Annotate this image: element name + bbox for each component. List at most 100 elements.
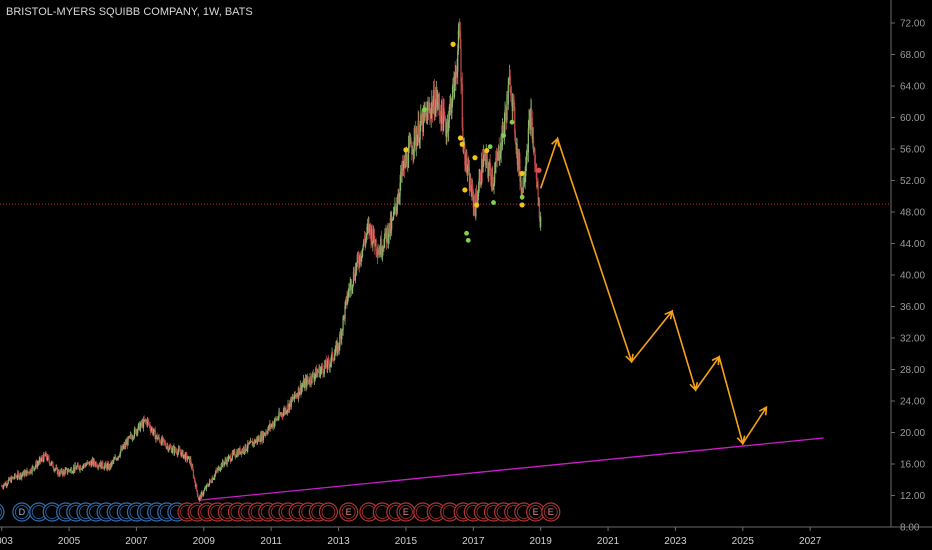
earnings-marker[interactable] bbox=[318, 502, 339, 522]
dividend-marker[interactable]: D bbox=[0, 503, 5, 521]
candle-body bbox=[450, 100, 452, 104]
candle-body bbox=[263, 433, 265, 436]
candle-body bbox=[385, 228, 387, 233]
candle-body bbox=[87, 461, 90, 463]
candle-body bbox=[291, 397, 293, 400]
candle-body bbox=[204, 487, 206, 490]
signal-dot-green bbox=[464, 230, 469, 236]
candle-body bbox=[45, 453, 47, 457]
candle-body bbox=[16, 477, 18, 479]
candle-body bbox=[470, 178, 472, 192]
candle-body bbox=[353, 272, 355, 279]
candle-body bbox=[269, 424, 272, 428]
candle-body bbox=[476, 198, 478, 203]
candle-body bbox=[495, 157, 497, 167]
candle-body bbox=[484, 154, 487, 165]
candle-body bbox=[256, 439, 258, 443]
candle-body bbox=[188, 456, 190, 458]
candle-body bbox=[407, 146, 410, 168]
earnings-marker[interactable]: E bbox=[339, 502, 359, 522]
candle-body bbox=[284, 408, 287, 413]
candle-body bbox=[33, 468, 35, 470]
candle-body bbox=[370, 228, 373, 242]
candle-body bbox=[240, 451, 242, 454]
candle-body bbox=[55, 467, 57, 470]
candle-body bbox=[404, 156, 406, 168]
candle-body bbox=[255, 441, 257, 444]
candle-body bbox=[412, 151, 414, 154]
candle-body bbox=[85, 464, 87, 467]
candle-body bbox=[356, 262, 358, 271]
earnings-marker[interactable]: E bbox=[541, 502, 561, 522]
signal-dot-yellow bbox=[459, 141, 465, 147]
candle-body bbox=[501, 135, 503, 146]
earnings-marker[interactable] bbox=[440, 502, 460, 522]
candle-body bbox=[329, 364, 331, 368]
candle-body bbox=[127, 437, 129, 446]
candle-body bbox=[131, 437, 134, 440]
y-tick-label: 36.00 bbox=[900, 302, 925, 313]
candle-body bbox=[466, 171, 469, 173]
candle-body bbox=[117, 458, 119, 460]
candle-body bbox=[11, 476, 13, 479]
candle-body bbox=[424, 111, 426, 115]
candle-body bbox=[522, 177, 524, 193]
candle-body bbox=[210, 480, 212, 483]
candle-body bbox=[133, 428, 136, 437]
candle-body bbox=[411, 146, 413, 155]
candle-body bbox=[397, 196, 399, 204]
candle-body bbox=[150, 428, 152, 432]
candle-body bbox=[307, 380, 309, 382]
candle-body bbox=[516, 144, 518, 165]
candle-body bbox=[390, 217, 392, 230]
candle-body bbox=[185, 453, 187, 460]
candle-body bbox=[126, 441, 128, 445]
candle-body bbox=[251, 441, 253, 446]
candle-body bbox=[449, 103, 451, 107]
candle-body bbox=[193, 477, 195, 479]
candle-body bbox=[504, 109, 506, 123]
candle-body bbox=[227, 457, 230, 462]
candle-body bbox=[122, 446, 125, 449]
dividend-marker[interactable]: D bbox=[12, 502, 32, 522]
candle-body bbox=[477, 191, 480, 197]
candle-body bbox=[489, 162, 491, 170]
candle-body bbox=[253, 440, 255, 445]
candle-body bbox=[302, 379, 305, 386]
candle-body bbox=[304, 378, 307, 382]
y-tick-label: 60.00 bbox=[900, 113, 925, 124]
candle-body bbox=[515, 142, 517, 150]
candle-body bbox=[113, 459, 115, 462]
candle-body bbox=[60, 471, 62, 473]
candle-body bbox=[4, 482, 7, 486]
candle-body bbox=[448, 106, 450, 122]
candle-body bbox=[382, 247, 384, 249]
projection-path[interactable] bbox=[539, 136, 768, 446]
candle-body bbox=[76, 464, 79, 467]
candle-body bbox=[361, 256, 363, 258]
candle-body bbox=[128, 435, 130, 438]
candle-body bbox=[467, 165, 469, 172]
earnings-marker[interactable]: E bbox=[396, 502, 416, 522]
candle-body bbox=[332, 359, 334, 361]
candle-body bbox=[163, 438, 165, 440]
candle-body bbox=[225, 459, 227, 462]
candle-body bbox=[518, 151, 520, 170]
support-trendline[interactable] bbox=[198, 437, 824, 501]
candle-body bbox=[159, 438, 161, 443]
candle-body bbox=[78, 468, 81, 470]
candle-body bbox=[42, 459, 44, 462]
candle-body bbox=[511, 97, 513, 112]
candle-body bbox=[20, 473, 22, 478]
candle-body bbox=[483, 154, 485, 156]
y-tick-label: 16.00 bbox=[900, 460, 925, 471]
candle-body bbox=[334, 354, 336, 361]
candle-body bbox=[396, 203, 399, 206]
candle-body bbox=[128, 437, 130, 438]
y-tick-label: 44.00 bbox=[900, 239, 925, 250]
candle-body bbox=[168, 449, 170, 451]
candle-body bbox=[41, 457, 44, 460]
signal-dot-yellow bbox=[472, 155, 478, 161]
candle-body bbox=[107, 463, 110, 470]
